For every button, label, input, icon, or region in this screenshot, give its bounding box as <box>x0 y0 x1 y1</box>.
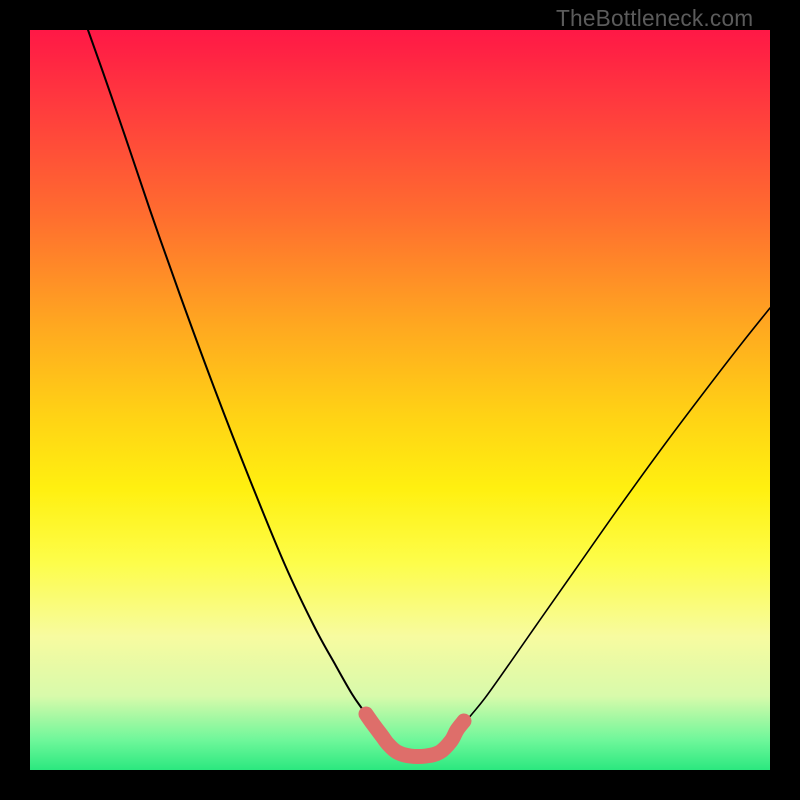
curve-overlay <box>0 0 800 800</box>
plot-group <box>88 30 770 757</box>
curve-right <box>462 308 770 726</box>
curve-left <box>88 30 372 723</box>
valley-marker <box>366 714 464 757</box>
chart-frame: TheBottleneck.com <box>0 0 800 800</box>
